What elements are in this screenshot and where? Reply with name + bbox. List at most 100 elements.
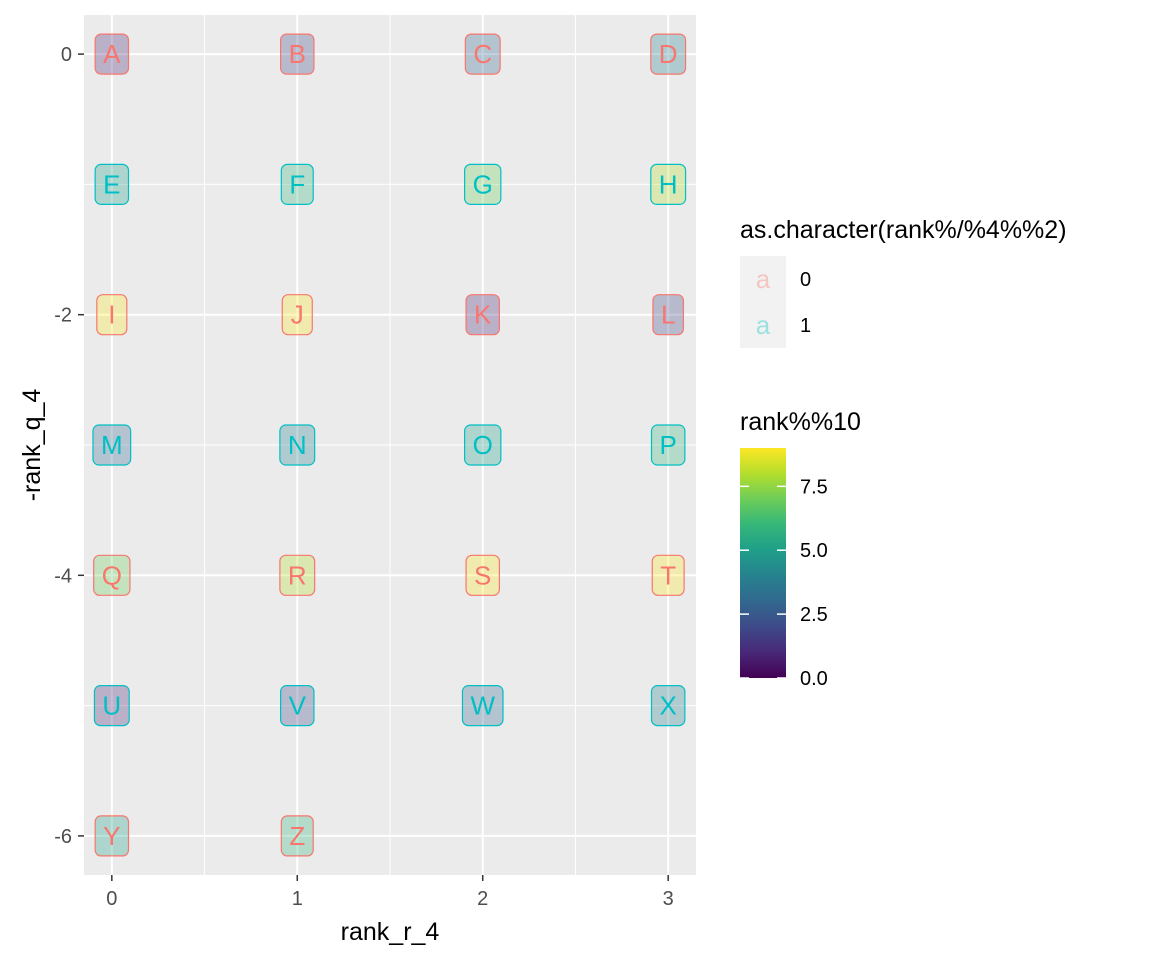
point-label-box xyxy=(465,294,500,336)
point-label-text: S xyxy=(474,560,491,590)
y-axis-title: -rank_q_4 xyxy=(18,389,46,502)
point-label-H: H xyxy=(650,163,687,205)
point-label-text: M xyxy=(101,430,123,460)
colour-legend-label: 1 xyxy=(800,315,811,337)
point-label-D: D xyxy=(650,33,687,75)
point-label-box xyxy=(650,685,686,727)
point-label-text: U xyxy=(102,691,121,721)
point-label-box xyxy=(650,163,687,205)
point-label-U: U xyxy=(93,685,130,727)
colour-legend: as.character(rank%/%4%%2) a 0 a 1 xyxy=(740,216,1067,348)
point-label-box xyxy=(279,554,316,596)
point-label-box xyxy=(279,424,316,466)
point-label-V: V xyxy=(280,685,315,727)
point-label-box xyxy=(280,163,314,205)
point-label-box xyxy=(281,294,313,336)
point-label-text: Q xyxy=(102,560,122,590)
point-label-text: C xyxy=(473,39,492,69)
point-label-K: K xyxy=(465,294,500,336)
point-label-box xyxy=(464,424,502,466)
x-axis-title: rank_r_4 xyxy=(341,918,440,946)
points: A B C D E F G H I J K L M N O P Q R S T U V W X Y Z xyxy=(92,33,687,857)
point-label-I: I xyxy=(96,294,128,336)
colour-legend-key xyxy=(740,302,786,348)
point-label-L: L xyxy=(652,294,685,336)
fill-legend-tick-label: 5.0 xyxy=(800,540,828,562)
fill-legend-tick-label: 2.5 xyxy=(800,604,828,626)
colour-legend-title: as.character(rank%/%4%%2) xyxy=(740,216,1067,244)
point-label-box xyxy=(461,685,504,727)
x-axis: 0 1 2 3 xyxy=(106,875,674,910)
point-label-text: L xyxy=(661,300,675,330)
x-tick-label: 1 xyxy=(292,888,303,910)
point-label-text: G xyxy=(473,169,493,199)
colour-legend-glyph: a xyxy=(756,310,771,340)
fill-legend-title: rank%%10 xyxy=(740,408,861,436)
point-label-N: N xyxy=(279,424,316,466)
point-label-box xyxy=(93,685,130,727)
point-label-S: S xyxy=(465,554,500,596)
point-label-text: H xyxy=(659,169,678,199)
colour-legend-key xyxy=(740,256,786,302)
point-label-box xyxy=(94,815,130,857)
fill-legend: rank%%10 0.0 2.5 5.0 7.5 xyxy=(740,408,861,690)
point-label-box xyxy=(92,424,132,466)
point-label-box xyxy=(280,815,314,857)
point-label-box xyxy=(651,554,685,596)
x-tick-label: 0 xyxy=(106,888,117,910)
x-tick-label: 2 xyxy=(477,888,488,910)
point-label-R: R xyxy=(279,554,316,596)
point-label-text: W xyxy=(470,691,495,721)
y-tick-label: -2 xyxy=(54,305,72,327)
point-label-text: V xyxy=(289,691,307,721)
colour-legend-label: 0 xyxy=(800,269,811,291)
point-label-box xyxy=(280,33,315,75)
point-label-box xyxy=(650,33,687,75)
point-label-text: O xyxy=(473,430,493,460)
point-label-text: J xyxy=(291,300,304,330)
point-label-box xyxy=(96,294,128,336)
point-label-box xyxy=(280,685,315,727)
point-label-T: T xyxy=(651,554,685,596)
point-label-F: F xyxy=(280,163,314,205)
point-label-B: B xyxy=(280,33,315,75)
point-label-text: P xyxy=(660,430,677,460)
grid-minor xyxy=(84,15,696,875)
point-label-Y: Y xyxy=(94,815,130,857)
point-label-box xyxy=(93,554,131,596)
point-label-box xyxy=(94,163,130,205)
point-label-text: I xyxy=(108,300,115,330)
point-label-text: F xyxy=(289,169,305,199)
y-axis: 0 -2 -4 -6 xyxy=(54,44,84,848)
point-label-Z: Z xyxy=(280,815,314,857)
point-label-text: D xyxy=(659,39,678,69)
point-label-E: E xyxy=(94,163,130,205)
point-label-W: W xyxy=(461,685,504,727)
grid-major xyxy=(84,15,696,875)
point-label-box xyxy=(94,33,130,75)
y-tick-label: 0 xyxy=(61,44,72,66)
point-label-text: E xyxy=(103,169,120,199)
point-label-text: N xyxy=(288,430,307,460)
point-label-box xyxy=(464,163,502,205)
point-label-C: C xyxy=(464,33,501,75)
y-tick-label: -4 xyxy=(54,565,72,587)
point-label-text: B xyxy=(289,39,306,69)
colour-legend-glyph: a xyxy=(756,264,771,294)
point-label-A: A xyxy=(94,33,130,75)
fill-legend-colorbar xyxy=(740,448,786,678)
point-label-O: O xyxy=(464,424,502,466)
point-label-M: M xyxy=(92,424,132,466)
point-label-J: J xyxy=(281,294,313,336)
y-tick-label: -6 xyxy=(54,826,72,848)
fill-legend-tick-label: 7.5 xyxy=(800,476,828,498)
point-label-P: P xyxy=(650,424,686,466)
point-label-text: T xyxy=(660,560,676,590)
point-label-text: R xyxy=(288,560,307,590)
point-label-text: A xyxy=(103,39,121,69)
point-label-G: G xyxy=(464,163,502,205)
point-label-X: X xyxy=(650,685,686,727)
fill-legend-tick-label: 0.0 xyxy=(800,668,828,690)
point-label-text: K xyxy=(474,300,492,330)
